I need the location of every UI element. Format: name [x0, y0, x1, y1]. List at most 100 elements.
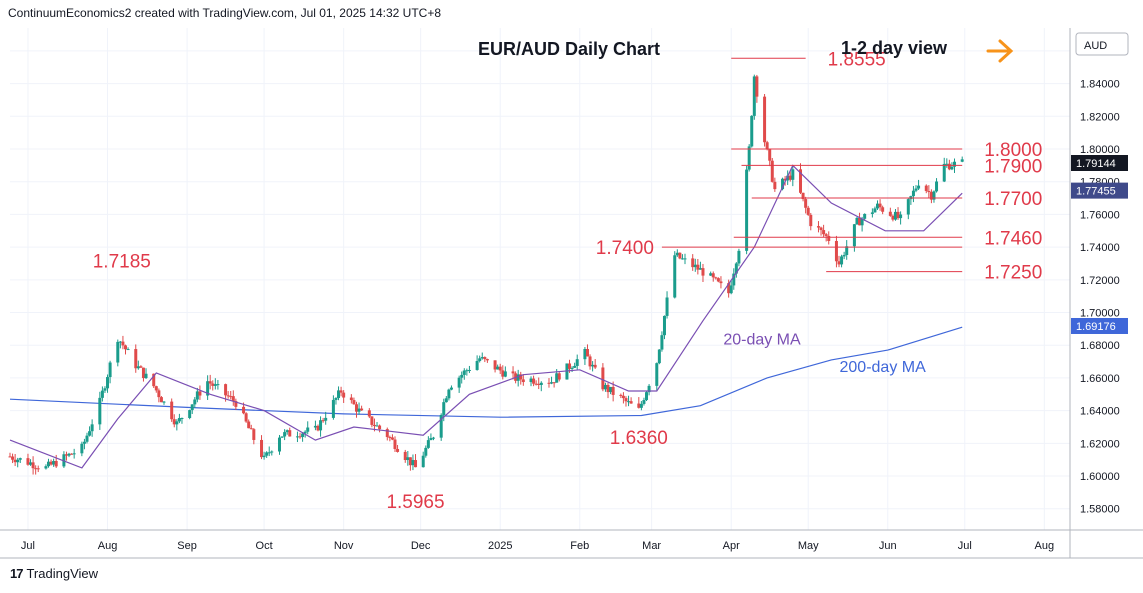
candle-body [824, 234, 828, 236]
candle-body [385, 429, 389, 438]
candle-body [701, 268, 705, 276]
candle-body [18, 458, 22, 460]
candle-body [642, 400, 646, 404]
candle-body [878, 203, 882, 208]
level-label: 1.7900 [984, 156, 1042, 177]
candle-body [945, 163, 949, 165]
candle-body [295, 436, 299, 438]
candle-body [819, 227, 823, 231]
candle-body [529, 378, 533, 383]
candle-body [34, 468, 38, 470]
candle-body [914, 188, 918, 191]
level-label: 1.7460 [984, 228, 1042, 249]
candle-body [337, 390, 341, 399]
brand-label: TradingView [26, 566, 99, 581]
candle-body [593, 364, 597, 368]
x-tick-label: Sep [177, 540, 197, 552]
candle-body [316, 425, 320, 431]
x-tick-label: Jun [879, 540, 897, 552]
right-arrow-icon [986, 39, 1014, 63]
candle-body [406, 457, 410, 461]
candle-body [136, 366, 140, 369]
candle-body [737, 250, 741, 264]
candle-body [108, 362, 112, 378]
candle-body [557, 373, 561, 380]
candle-body [283, 432, 287, 437]
candle-body [585, 348, 589, 357]
callout-high: 1.7185 [93, 251, 151, 272]
candle-body [732, 273, 736, 286]
candle-body [367, 410, 371, 417]
candle-body [331, 399, 335, 418]
candle-body [80, 443, 84, 454]
candle-body [211, 383, 215, 386]
candle-body [932, 191, 936, 200]
callout-low: 1.5965 [386, 492, 444, 513]
candle-body [611, 386, 615, 395]
candle-body [288, 430, 292, 437]
candle-body [683, 258, 687, 260]
candle-body [162, 401, 166, 403]
candle-body [44, 466, 48, 469]
candle-body [154, 386, 158, 391]
x-tick-label: May [798, 540, 819, 552]
chart-subtitle: 1-2 day view [841, 38, 948, 58]
candle-body [711, 273, 715, 278]
candle-body [431, 437, 435, 439]
candle-body [709, 273, 713, 276]
candle-body [852, 224, 856, 247]
candle-body [637, 403, 641, 408]
candle-body [457, 377, 461, 388]
candle-body [424, 447, 428, 456]
candle-body [324, 417, 328, 421]
candle-body [90, 424, 94, 432]
axes-layer: 1.58000 1.60000 1.62000 1.64000 1.66000 1.680… [0, 28, 1143, 559]
candle-body [321, 420, 325, 422]
candle-body [516, 374, 520, 381]
x-tick-label: Dec [411, 540, 431, 552]
candle-body [763, 96, 767, 143]
candle-body [511, 371, 515, 374]
candle-body [195, 391, 199, 400]
candle-body [421, 455, 425, 468]
candle-body [442, 402, 446, 415]
candle-body [680, 258, 684, 260]
candle-body [893, 211, 897, 220]
candle-body [103, 388, 107, 391]
candle-body [917, 185, 921, 189]
candle-body [501, 370, 505, 377]
candle-body [483, 357, 487, 360]
candle-body [460, 374, 464, 378]
level-label: 1.7400 [596, 238, 654, 259]
candle-body [947, 163, 951, 170]
candle-body [678, 252, 682, 259]
candle-body [190, 404, 194, 411]
candle-body [619, 394, 623, 396]
candle-body [547, 382, 551, 384]
candle-body [118, 341, 122, 343]
candle-body [788, 175, 792, 180]
candle-body [213, 384, 217, 386]
callout-swing-low: 1.6360 [610, 428, 668, 449]
candle-body [141, 367, 145, 379]
candle-body [899, 214, 903, 219]
candle-body [837, 261, 841, 265]
candle-body [375, 425, 379, 427]
candle-body [876, 203, 880, 209]
candle-body [106, 377, 110, 389]
candle-body [822, 230, 826, 235]
candle-body [591, 364, 595, 367]
candle-body [834, 240, 838, 262]
tradingview-brand[interactable]: 17 TradingView [10, 566, 98, 581]
candle-body [139, 366, 143, 368]
candle-body [98, 397, 102, 425]
candle-body [36, 468, 40, 470]
candle-body [88, 431, 92, 436]
candle-body [539, 382, 543, 385]
candle-body [429, 438, 433, 441]
candle-body [786, 175, 790, 181]
ma20-price-tag: 1.77455 [1076, 186, 1116, 198]
candle-body [449, 387, 453, 390]
candle-body [950, 166, 954, 170]
candle-body [175, 421, 179, 425]
